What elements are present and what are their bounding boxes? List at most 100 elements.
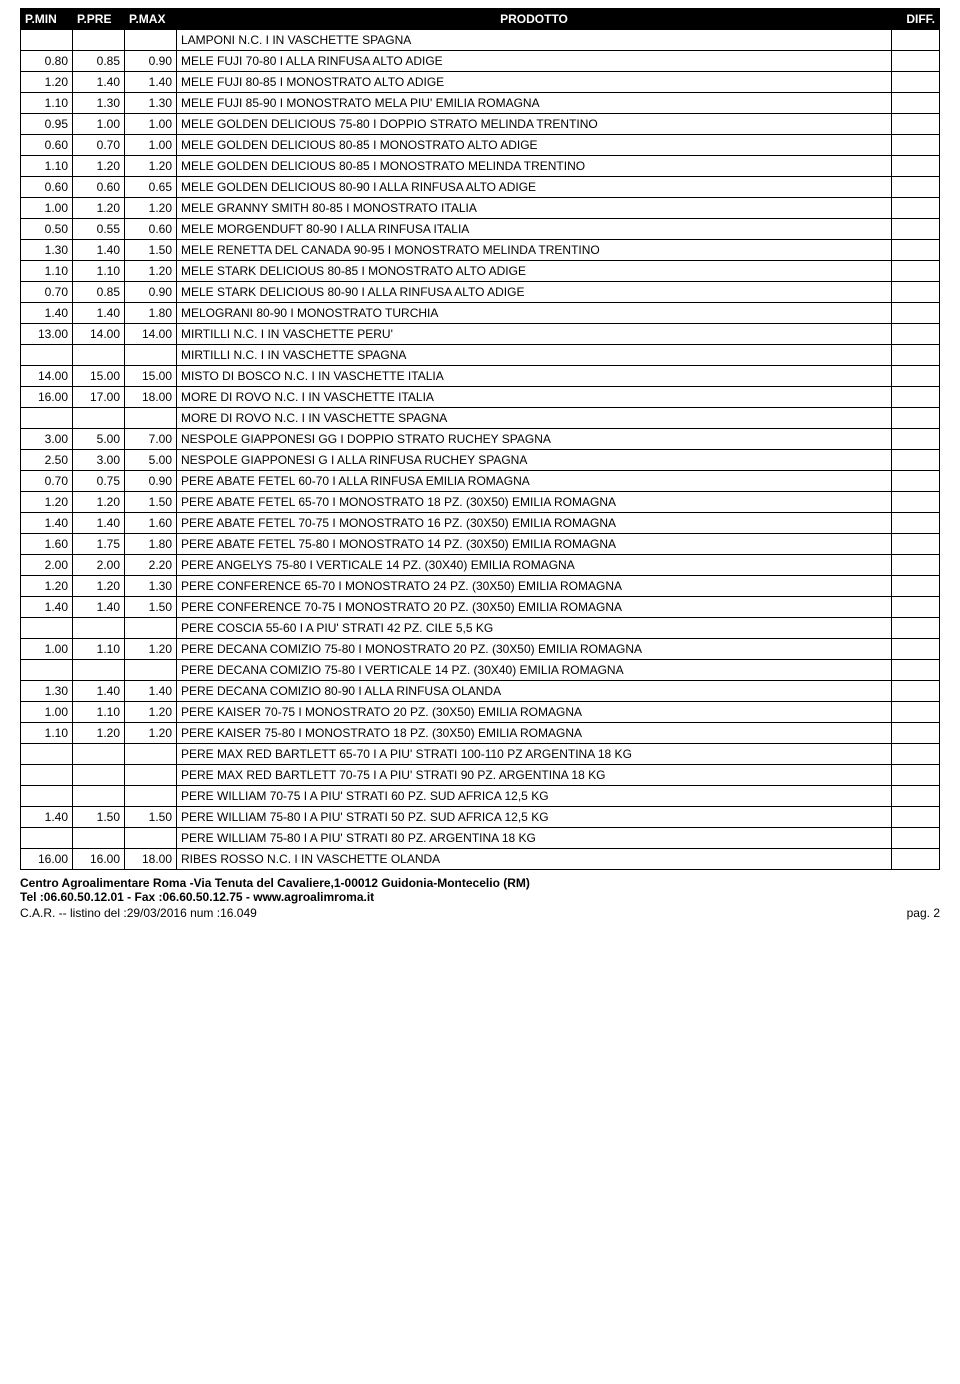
cell-prod: MELE RENETTA DEL CANADA 90-95 I MONOSTRA… (177, 240, 892, 261)
cell-ppre (73, 828, 125, 849)
cell-pmax: 1.20 (125, 198, 177, 219)
cell-ppre: 1.40 (73, 303, 125, 324)
cell-pmax (125, 765, 177, 786)
cell-pmax (125, 345, 177, 366)
cell-ppre: 1.20 (73, 723, 125, 744)
table-row: PERE MAX RED BARTLETT 70-75 I A PIU' STR… (21, 765, 940, 786)
cell-ppre: 0.85 (73, 282, 125, 303)
cell-pmax: 7.00 (125, 429, 177, 450)
cell-prod: PERE ABATE FETEL 75-80 I MONOSTRATO 14 P… (177, 534, 892, 555)
cell-ppre: 14.00 (73, 324, 125, 345)
cell-prod: PERE DECANA COMIZIO 75-80 I VERTICALE 14… (177, 660, 892, 681)
cell-ppre: 1.20 (73, 198, 125, 219)
cell-prod: PERE ABATE FETEL 70-75 I MONOSTRATO 16 P… (177, 513, 892, 534)
table-row: 0.700.850.90MELE STARK DELICIOUS 80-90 I… (21, 282, 940, 303)
cell-prod: MELE FUJI 80-85 I MONOSTRATO ALTO ADIGE (177, 72, 892, 93)
cell-pmax: 15.00 (125, 366, 177, 387)
table-row: MORE DI ROVO N.C. I IN VASCHETTE SPAGNA (21, 408, 940, 429)
cell-pmax: 14.00 (125, 324, 177, 345)
cell-ppre (73, 660, 125, 681)
table-row: 0.800.850.90MELE FUJI 70-80 I ALLA RINFU… (21, 51, 940, 72)
cell-prod: MELE GOLDEN DELICIOUS 80-90 I ALLA RINFU… (177, 177, 892, 198)
cell-pmax (125, 744, 177, 765)
cell-ppre: 1.75 (73, 534, 125, 555)
cell-diff (892, 534, 940, 555)
cell-pmax: 1.00 (125, 135, 177, 156)
cell-prod: MELE FUJI 70-80 I ALLA RINFUSA ALTO ADIG… (177, 51, 892, 72)
cell-prod: MELE STARK DELICIOUS 80-85 I MONOSTRATO … (177, 261, 892, 282)
cell-diff (892, 576, 940, 597)
cell-prod: PERE DECANA COMIZIO 75-80 I MONOSTRATO 2… (177, 639, 892, 660)
cell-ppre: 17.00 (73, 387, 125, 408)
table-row: 2.503.005.00NESPOLE GIAPPONESI G I ALLA … (21, 450, 940, 471)
cell-prod: PERE MAX RED BARTLETT 70-75 I A PIU' STR… (177, 765, 892, 786)
cell-diff (892, 72, 940, 93)
cell-pmin (21, 408, 73, 429)
cell-pmax: 0.65 (125, 177, 177, 198)
cell-diff (892, 282, 940, 303)
cell-ppre: 2.00 (73, 555, 125, 576)
cell-diff (892, 492, 940, 513)
cell-prod: MELE GOLDEN DELICIOUS 75-80 I DOPPIO STR… (177, 114, 892, 135)
cell-diff (892, 240, 940, 261)
cell-pmin: 14.00 (21, 366, 73, 387)
table-row: 1.101.101.20MELE STARK DELICIOUS 80-85 I… (21, 261, 940, 282)
cell-pmax: 2.20 (125, 555, 177, 576)
table-row: 0.600.701.00MELE GOLDEN DELICIOUS 80-85 … (21, 135, 940, 156)
cell-pmax: 1.50 (125, 807, 177, 828)
table-row: PERE DECANA COMIZIO 75-80 I VERTICALE 14… (21, 660, 940, 681)
cell-pmin (21, 765, 73, 786)
cell-pmin: 1.40 (21, 303, 73, 324)
table-row: 0.951.001.00MELE GOLDEN DELICIOUS 75-80 … (21, 114, 940, 135)
table-row: 0.700.750.90PERE ABATE FETEL 60-70 I ALL… (21, 471, 940, 492)
cell-prod: PERE ABATE FETEL 65-70 I MONOSTRATO 18 P… (177, 492, 892, 513)
cell-pmin: 0.60 (21, 135, 73, 156)
cell-diff (892, 681, 940, 702)
cell-pmin: 1.10 (21, 156, 73, 177)
table-row: 13.0014.0014.00MIRTILLI N.C. I IN VASCHE… (21, 324, 940, 345)
cell-pmin: 16.00 (21, 387, 73, 408)
cell-prod: PERE CONFERENCE 65-70 I MONOSTRATO 24 PZ… (177, 576, 892, 597)
cell-pmin: 0.70 (21, 471, 73, 492)
cell-diff (892, 450, 940, 471)
table-row: 0.500.550.60MELE MORGENDUFT 80-90 I ALLA… (21, 219, 940, 240)
table-row: 16.0016.0018.00RIBES ROSSO N.C. I IN VAS… (21, 849, 940, 870)
cell-diff (892, 387, 940, 408)
cell-ppre: 3.00 (73, 450, 125, 471)
cell-pmax: 1.20 (125, 261, 177, 282)
footer-address: Centro Agroalimentare Roma -Via Tenuta d… (20, 876, 940, 890)
cell-diff (892, 702, 940, 723)
cell-ppre (73, 618, 125, 639)
cell-diff (892, 366, 940, 387)
cell-pmin: 0.50 (21, 219, 73, 240)
cell-pmax: 1.60 (125, 513, 177, 534)
cell-ppre: 1.20 (73, 156, 125, 177)
cell-ppre: 16.00 (73, 849, 125, 870)
col-ppre: P.PRE (73, 9, 125, 30)
cell-diff (892, 807, 940, 828)
cell-pmax: 1.20 (125, 639, 177, 660)
cell-ppre: 1.30 (73, 93, 125, 114)
cell-pmin (21, 660, 73, 681)
table-row: 1.001.101.20PERE KAISER 70-75 I MONOSTRA… (21, 702, 940, 723)
cell-pmax: 0.90 (125, 282, 177, 303)
cell-prod: PERE ANGELYS 75-80 I VERTICALE 14 PZ. (3… (177, 555, 892, 576)
cell-diff (892, 114, 940, 135)
cell-prod: MORE DI ROVO N.C. I IN VASCHETTE ITALIA (177, 387, 892, 408)
cell-pmin: 1.10 (21, 93, 73, 114)
cell-prod: PERE WILLIAM 75-80 I A PIU' STRATI 50 PZ… (177, 807, 892, 828)
cell-prod: MISTO DI BOSCO N.C. I IN VASCHETTE ITALI… (177, 366, 892, 387)
cell-diff (892, 261, 940, 282)
cell-pmax: 18.00 (125, 849, 177, 870)
cell-diff (892, 135, 940, 156)
cell-diff (892, 198, 940, 219)
page-footer: Centro Agroalimentare Roma -Via Tenuta d… (20, 876, 940, 920)
cell-diff (892, 177, 940, 198)
cell-prod: PERE KAISER 70-75 I MONOSTRATO 20 PZ. (3… (177, 702, 892, 723)
cell-pmin: 2.50 (21, 450, 73, 471)
cell-ppre (73, 786, 125, 807)
cell-pmax: 1.80 (125, 303, 177, 324)
cell-pmax (125, 618, 177, 639)
cell-diff (892, 513, 940, 534)
footer-page-number: pag. 2 (907, 906, 940, 920)
